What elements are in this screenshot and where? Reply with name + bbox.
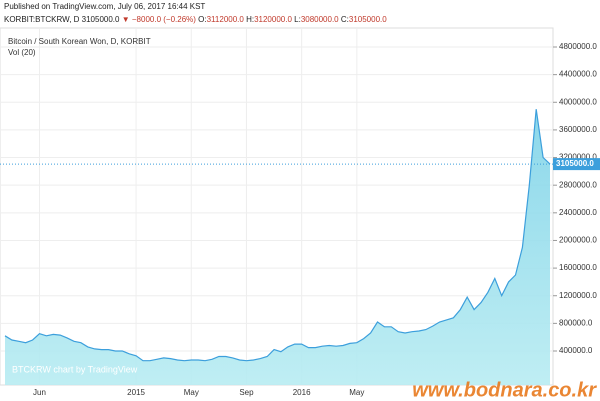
ohlc-value: 3105000.0 bbox=[349, 15, 387, 24]
y-tick-label: 3200000.0 bbox=[559, 153, 597, 162]
ohlc-value: 3112000.0 bbox=[207, 15, 245, 24]
x-tick-label: May bbox=[349, 388, 364, 397]
y-tick-label: 3600000.0 bbox=[559, 125, 597, 134]
watermark: www.bodnara.co.kr bbox=[412, 379, 597, 401]
x-tick-label: 2016 bbox=[293, 388, 311, 397]
y-tick-label: 4400000.0 bbox=[559, 70, 597, 79]
change-arrow: ▼ bbox=[122, 15, 130, 24]
ohlc-label: C: bbox=[341, 15, 349, 24]
indicator: Vol (20) bbox=[8, 48, 36, 57]
published: Published on TradingView.com, July 06, 2… bbox=[4, 2, 205, 11]
symbol: KORBIT:BTCKRW, D bbox=[4, 15, 80, 24]
x-tick-label: May bbox=[184, 388, 199, 397]
y-tick-label: 2800000.0 bbox=[559, 180, 597, 189]
x-tick-label: Sep bbox=[239, 388, 254, 397]
grid bbox=[0, 28, 553, 385]
y-tick-label: 1200000.0 bbox=[559, 291, 597, 300]
y-tick-label: 1600000.0 bbox=[559, 263, 597, 272]
ohlc-label: L: bbox=[294, 15, 301, 24]
x-tick-label: Jun bbox=[33, 388, 46, 397]
x-tick-label: 2015 bbox=[127, 388, 145, 397]
last-price-box bbox=[553, 158, 600, 171]
area-fill bbox=[5, 109, 550, 385]
plot bbox=[4, 109, 551, 385]
price-line bbox=[4, 109, 551, 362]
last-price-label: 3105000.0 bbox=[556, 159, 594, 168]
credit: BTCKRW chart by TradingView bbox=[12, 364, 138, 374]
price: 3105000.0 bbox=[82, 15, 120, 24]
y-tick-label: 800000.0 bbox=[559, 318, 593, 327]
series-legend: Bitcoin / South Korean Won, D, KORBIT bbox=[8, 37, 151, 46]
y-tick-label: 2400000.0 bbox=[559, 208, 597, 217]
symbol-line: KORBIT:BTCKRW, D 3105000.0 ▼ −8000.0 (−0… bbox=[4, 15, 387, 24]
ohlc-label: H: bbox=[246, 15, 254, 24]
ohlc-value: 3120000.0 bbox=[254, 15, 292, 24]
y-tick-label: 4800000.0 bbox=[559, 42, 597, 51]
change: −8000.0 (−0.26%) bbox=[132, 15, 196, 24]
y-tick-label: 400000.0 bbox=[559, 346, 593, 355]
ohlc-value: 3080000.0 bbox=[301, 15, 339, 24]
y-tick-label: 4000000.0 bbox=[559, 97, 597, 106]
y-tick-label: 2000000.0 bbox=[559, 236, 597, 245]
ohlc-label: O: bbox=[198, 15, 206, 24]
